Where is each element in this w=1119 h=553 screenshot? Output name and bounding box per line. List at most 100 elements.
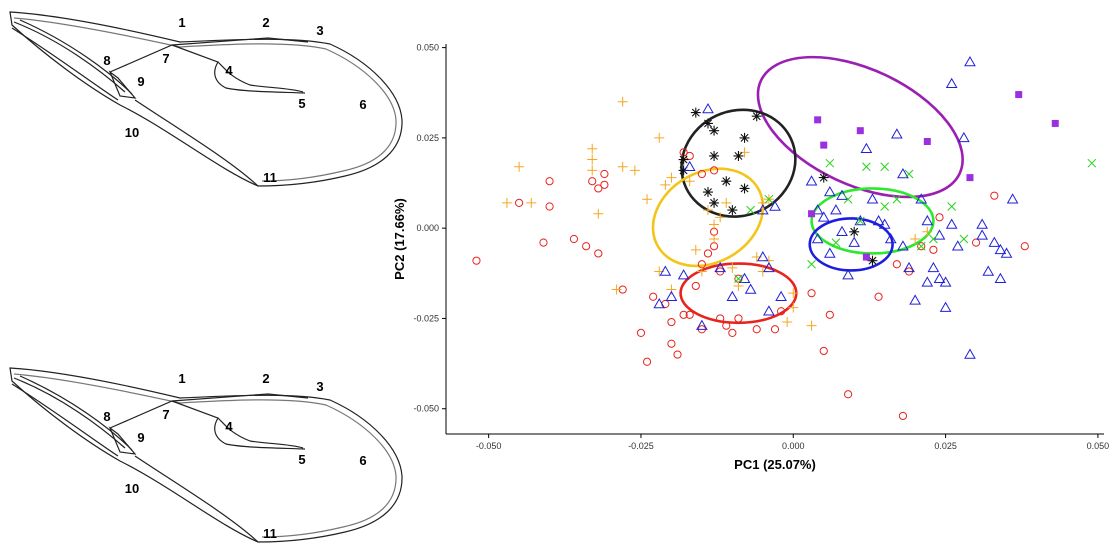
- landmark-label: 5: [298, 452, 305, 467]
- point-triangle: [964, 348, 976, 359]
- confidence-ellipse: [808, 217, 894, 272]
- point-circle: [472, 256, 481, 265]
- point-triangle: [976, 218, 989, 229]
- wing-vein-2: [108, 426, 137, 455]
- data-points: [472, 56, 1097, 421]
- wing-vein-3: [171, 400, 306, 450]
- wing-vein-2: [108, 70, 137, 99]
- wing-vein-4: [217, 61, 304, 93]
- point-circle: [685, 151, 694, 161]
- point-asterisk: [867, 255, 878, 266]
- point-plus: [660, 179, 671, 190]
- point-triangle: [842, 269, 854, 280]
- y-tick-label: 0.025: [416, 133, 439, 143]
- point-triangle: [763, 261, 775, 273]
- point-x: [916, 241, 926, 251]
- wing-bottom-labels: 1 2 3 4 5 6 7 8 9 10 11: [103, 371, 366, 541]
- point-circle: [673, 350, 682, 359]
- point-plus: [721, 197, 732, 208]
- point-triangle: [805, 175, 818, 186]
- point-plus: [617, 161, 628, 172]
- point-triangle: [756, 251, 769, 262]
- point-x: [892, 194, 902, 204]
- point-triangle: [823, 186, 836, 197]
- wing-outline-inner: [13, 17, 397, 182]
- point-circle: [770, 325, 780, 334]
- wing-vein-leading: [11, 19, 133, 101]
- point-circle: [716, 314, 725, 323]
- point-circle: [990, 191, 999, 200]
- wing-vein-1: [109, 37, 309, 73]
- landmark-label: 9: [137, 74, 144, 89]
- point-triangle: [860, 142, 873, 153]
- point-asterisk: [702, 187, 713, 198]
- y-axis-label: PC2 (17.66%): [392, 198, 407, 280]
- point-square: [820, 141, 828, 149]
- landmark-label: 4: [225, 63, 233, 78]
- point-x: [929, 234, 938, 244]
- point-circle: [649, 292, 658, 301]
- point-plus: [611, 284, 622, 295]
- point-circle: [892, 260, 901, 269]
- point-asterisk: [721, 176, 732, 187]
- point-triangle: [817, 211, 830, 222]
- point-x: [831, 238, 841, 247]
- point-plus: [910, 234, 921, 244]
- pca-scatter-plot: -0.050 -0.025 0.000 0.025 0.050 -0.050 -0.025…: [392, 43, 1109, 472]
- point-plus: [629, 165, 640, 176]
- confidence-ellipse: [680, 108, 797, 218]
- point-circle: [667, 317, 676, 327]
- landmark-label: 7: [162, 51, 169, 66]
- wing-vein-3: [171, 44, 306, 94]
- point-triangle: [994, 243, 1007, 255]
- landmark-label: 3: [316, 379, 323, 394]
- point-circle: [594, 184, 603, 193]
- point-circle: [844, 390, 853, 399]
- point-plus: [727, 262, 738, 273]
- point-plus: [806, 320, 817, 331]
- point-triangle: [988, 236, 1001, 247]
- point-x: [880, 202, 890, 211]
- point-triangle: [775, 290, 787, 302]
- point-triangle: [811, 232, 824, 244]
- point-plus: [666, 172, 677, 183]
- point-plus: [702, 205, 713, 216]
- point-triangle: [683, 160, 696, 172]
- landmark-label: 2: [262, 15, 269, 30]
- point-square: [814, 116, 822, 124]
- point-plus: [715, 212, 726, 223]
- point-x: [959, 234, 969, 244]
- point-triangle: [653, 297, 666, 309]
- point-triangle: [921, 214, 934, 226]
- landmark-label: 8: [103, 409, 110, 424]
- point-triangle: [854, 214, 867, 226]
- point-circle: [642, 357, 652, 366]
- point-circle: [819, 346, 828, 356]
- landmark-label: 5: [298, 96, 305, 111]
- point-triangle: [897, 167, 909, 179]
- point-triangle: [951, 240, 964, 251]
- x-tick-label: -0.025: [628, 441, 654, 451]
- y-tick-label: 0.000: [416, 223, 439, 233]
- wing-outline-inner: [13, 373, 397, 538]
- landmark-label: 10: [125, 481, 139, 496]
- point-x: [1087, 158, 1097, 168]
- wing-diagram-bottom: [9, 367, 403, 543]
- point-triangle: [738, 272, 751, 283]
- y-tick-label: 0.050: [416, 43, 439, 53]
- point-square: [1015, 91, 1023, 99]
- point-asterisk: [733, 150, 744, 161]
- point-asterisk: [709, 150, 720, 161]
- point-x: [880, 162, 890, 172]
- point-x: [843, 194, 853, 204]
- point-plus: [696, 266, 707, 277]
- point-circle: [935, 213, 944, 222]
- point-triangle: [714, 261, 727, 273]
- point-circle: [898, 411, 908, 421]
- point-square: [808, 210, 816, 218]
- point-circle: [825, 310, 834, 319]
- point-plus: [587, 154, 598, 165]
- point-triangle: [866, 193, 879, 204]
- point-circle: [929, 245, 938, 254]
